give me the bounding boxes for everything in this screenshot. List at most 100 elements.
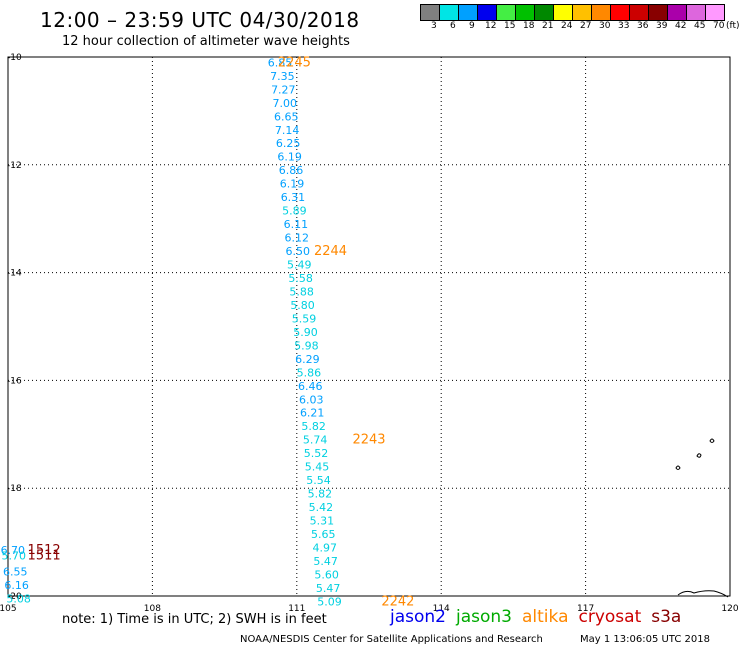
satellite-name: altika — [522, 607, 569, 627]
legend-label: 27 — [580, 21, 592, 31]
wave-height-label: 6.19 — [280, 178, 305, 191]
legend-label: 9 — [469, 21, 475, 31]
wave-height-label: 6.65 — [274, 110, 299, 123]
lon-tick-label: 108 — [144, 604, 161, 614]
legend-label: 21 — [542, 21, 554, 31]
wave-height-label: 6.16 — [4, 579, 29, 592]
lon-tick-label: 117 — [577, 604, 594, 614]
wave-height-label: 5.47 — [313, 555, 338, 568]
generated-timestamp: May 1 13:06:05 UTC 2018 — [580, 634, 710, 645]
wave-height-label: 6.50 — [286, 245, 311, 258]
wave-height-label: 5.31 — [310, 515, 335, 528]
wave-height-label: 5.65 — [311, 528, 336, 541]
wave-height-label: 5.80 — [290, 299, 315, 312]
lat-tick-label: -20 — [7, 592, 22, 602]
wave-height-label: 5.42 — [309, 501, 334, 514]
satellite-name: cryosat — [578, 607, 642, 627]
wave-height-label: 6.70 — [1, 544, 26, 557]
coastline — [677, 590, 729, 598]
wave-height-label: 4.97 — [312, 541, 337, 554]
legend-swatch — [705, 4, 725, 21]
satellite-name: s3a — [651, 607, 682, 627]
wave-height-label: 5.90 — [293, 326, 318, 339]
legend-label: 24 — [561, 21, 573, 31]
legend-label: 36 — [637, 21, 649, 31]
lat-tick-label: -10 — [7, 53, 22, 63]
legend-label: 18 — [523, 21, 535, 31]
lon-tick-label: 114 — [433, 604, 450, 614]
wave-height-label: 5.59 — [292, 312, 317, 325]
wave-height-label: 5.88 — [289, 285, 314, 298]
legend-label: 33 — [618, 21, 630, 31]
wave-height-label: 5.74 — [303, 434, 328, 447]
lon-tick-label: 120 — [721, 604, 738, 614]
legend-label: 70 — [713, 21, 725, 31]
legend-label: 42 — [675, 21, 687, 31]
wave-height-label: 5.58 — [288, 272, 313, 285]
wave-height-label: 6.03 — [299, 393, 324, 406]
wave-height-label: 6.55 — [3, 566, 28, 579]
wave-height-label: 5.54 — [306, 474, 331, 487]
island-outline — [709, 438, 715, 443]
wave-height-label: 7.14 — [275, 124, 300, 137]
pass-time-label: 1511 — [28, 549, 61, 564]
wave-height-label: 5.98 — [294, 339, 319, 352]
pass-time-label: 2242 — [381, 594, 414, 609]
wave-height-label: 5.45 — [305, 461, 330, 474]
map-subtitle: 12 hour collection of altimeter wave hei… — [62, 34, 350, 49]
wave-height-label: 6.85 — [268, 56, 293, 69]
wave-height-label: 6.31 — [281, 191, 306, 204]
island-outline — [696, 453, 702, 458]
map-frame — [7, 56, 731, 597]
legend-label: 3 — [431, 21, 437, 31]
wave-height-label: 5.86 — [297, 366, 322, 379]
legend-label: 15 — [504, 21, 516, 31]
lat-tick-label: -12 — [7, 161, 22, 171]
wave-height-label: 7.00 — [273, 97, 298, 110]
wave-height-label: 5.60 — [314, 568, 339, 581]
lat-tick-label: -16 — [7, 376, 22, 386]
wave-height-label: 6.29 — [295, 353, 320, 366]
wave-height-label: 5.82 — [308, 488, 333, 501]
wave-height-label: 5.09 — [317, 595, 342, 608]
legend-labels: 3 6 9 12 15 18 21 24 27 30 33 36 39 42 45 70 (ft) — [420, 21, 740, 35]
legend-label: 6 — [450, 21, 456, 31]
credit-line: NOAA/NESDIS Center for Satellite Applica… — [240, 634, 543, 645]
satellite-name: jason3 — [456, 607, 512, 627]
color-legend — [420, 4, 725, 23]
pass-time-label: 1512 — [28, 543, 61, 558]
wave-height-label: 5.89 — [282, 205, 307, 218]
legend-label: 12 — [485, 21, 497, 31]
lon-tick-label: 105 — [0, 604, 17, 614]
wave-height-label: 6.86 — [279, 164, 304, 177]
lat-tick-label: -14 — [7, 269, 22, 279]
wave-height-label: 5.70 — [2, 550, 27, 563]
wave-height-label: 5.82 — [301, 420, 326, 433]
map-title: 12:00 – 23:59 UTC 04/30/2018 — [40, 8, 360, 32]
wave-height-label: 5.47 — [316, 582, 341, 595]
wave-height-label: 6.21 — [300, 407, 325, 420]
satellite-name: jason2 — [390, 607, 446, 627]
pass-time-label: 2244 — [314, 244, 347, 259]
wave-height-label: 6.25 — [276, 137, 301, 150]
lat-tick-label: -18 — [7, 484, 22, 494]
wave-height-label: 7.35 — [270, 70, 295, 83]
wave-height-label: 6.19 — [277, 151, 302, 164]
wave-height-label: 6.12 — [285, 232, 310, 245]
legend-label: 30 — [599, 21, 611, 31]
wave-height-label: 5.08 — [6, 593, 31, 606]
pass-time-label: 2243 — [352, 433, 385, 448]
wave-height-label: 5.49 — [287, 259, 312, 272]
legend-label: 39 — [656, 21, 668, 31]
legend-unit: (ft) — [726, 21, 740, 31]
wave-height-label: 7.27 — [271, 83, 296, 96]
pass-time-label: 2245 — [278, 55, 311, 70]
wave-height-label: 5.52 — [304, 447, 329, 460]
wave-height-label: 6.11 — [284, 218, 309, 231]
satellite-legend: jason2 jason3 altika cryosat s3a — [390, 607, 691, 627]
wave-height-label: 6.46 — [298, 380, 323, 393]
legend-label: 45 — [694, 21, 706, 31]
lon-tick-label: 111 — [288, 604, 305, 614]
footnote: note: 1) Time is in UTC; 2) SWH is in fe… — [62, 612, 327, 627]
